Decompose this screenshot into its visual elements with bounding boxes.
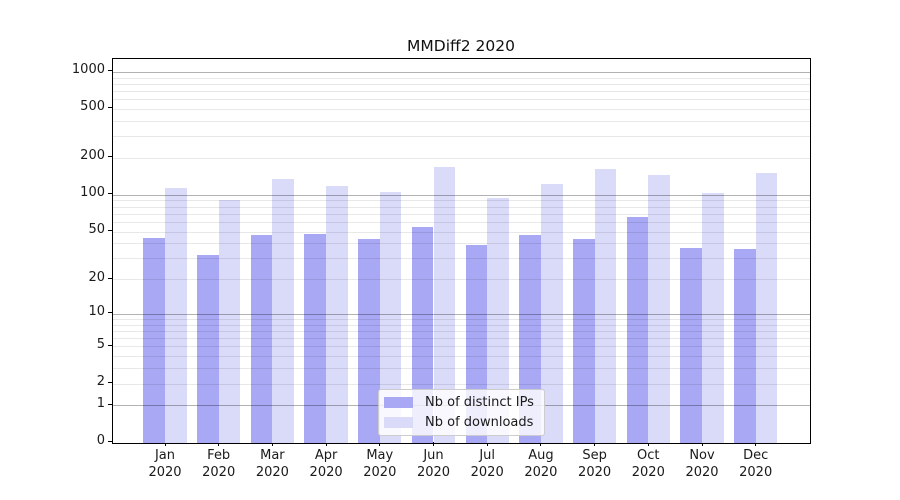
y-tick-mark — [108, 107, 112, 109]
x-tick-label: Jun 2020 — [416, 448, 451, 480]
x-tick-label: Jan 2020 — [148, 448, 182, 480]
x-tick-mark — [379, 442, 381, 446]
legend-item-downloads: Nb of downloads — [384, 413, 538, 431]
y-tick-mark — [108, 344, 112, 346]
bar-downloads-oct — [648, 174, 670, 443]
x-tick-label: Nov 2020 — [685, 448, 719, 480]
y-tick-label: 0 — [96, 433, 105, 448]
legend-label-downloads: Nb of downloads — [425, 414, 534, 430]
x-tick-label: Aug 2020 — [524, 448, 558, 480]
y-tick-label: 200 — [80, 148, 105, 164]
bar-downloads-jul — [487, 197, 509, 443]
x-tick-label: Jul 2020 — [470, 448, 504, 480]
y-tick-label: 5 — [96, 336, 105, 352]
x-tick-label: Oct 2020 — [631, 448, 665, 480]
x-tick-mark — [325, 442, 327, 446]
x-tick-mark — [647, 442, 649, 446]
y-tick-label: 1000 — [71, 62, 105, 78]
legend-swatch-downloads — [384, 416, 413, 428]
x-tick-mark — [164, 442, 166, 446]
y-tick-mark — [108, 277, 112, 279]
x-tick-mark — [271, 442, 273, 446]
bar-ips-feb — [197, 255, 219, 443]
bar-downloads-mar — [272, 179, 295, 443]
bar-downloads-jan — [165, 187, 187, 443]
y-tick-label: 10 — [88, 304, 105, 320]
y-tick-mark — [108, 441, 112, 442]
legend-swatch-distinct-ips — [384, 397, 413, 409]
bar-downloads-apr — [326, 185, 348, 443]
bar-ips-oct — [626, 217, 649, 443]
y-tick-mark — [108, 70, 112, 72]
bar-ips-apr — [304, 234, 327, 443]
x-tick-label: Sep 2020 — [578, 448, 612, 480]
x-tick-label: May 2020 — [363, 448, 397, 480]
x-tick-mark — [433, 442, 434, 446]
chart-title: MMDiff2 2020 — [407, 37, 515, 55]
bar-downloads-dec — [755, 172, 778, 443]
x-tick-label: Feb 2020 — [202, 448, 236, 480]
y-tick-label: 20 — [88, 269, 105, 285]
x-tick-mark — [218, 442, 220, 446]
bar-downloads-feb — [218, 200, 241, 443]
y-tick-mark — [108, 156, 112, 158]
y-tick-label: 2 — [96, 374, 105, 390]
y-tick-mark — [108, 193, 112, 195]
x-tick-mark — [755, 442, 757, 446]
x-tick-mark — [594, 442, 596, 446]
bars-layer — [113, 59, 810, 443]
y-tick-label: 1 — [96, 395, 105, 411]
bar-downloads-nov — [702, 192, 724, 443]
legend: Nb of distinct IPs Nb of downloads — [378, 389, 545, 436]
x-tick-label: Apr 2020 — [309, 448, 343, 480]
y-tick-label: 50 — [88, 222, 105, 238]
y-tick-mark — [108, 382, 112, 384]
x-tick-mark — [540, 442, 542, 446]
bar-ips-dec — [734, 249, 756, 443]
bar-ips-sep — [572, 238, 595, 443]
bar-ips-may — [358, 238, 380, 443]
bar-downloads-may — [379, 192, 402, 443]
x-tick-mark — [701, 442, 703, 446]
bar-ips-mar — [250, 235, 273, 443]
y-tick-mark — [108, 230, 112, 232]
bar-downloads-aug — [540, 183, 563, 443]
y-tick-mark — [108, 403, 112, 405]
bar-ips-nov — [680, 247, 702, 443]
x-tick-mark — [486, 442, 488, 446]
plot-area — [112, 58, 811, 444]
x-tick-label: Dec 2020 — [739, 448, 773, 480]
bar-ips-jan — [143, 237, 165, 443]
y-tick-label: 100 — [80, 185, 105, 201]
x-tick-label: Mar 2020 — [255, 448, 289, 480]
bar-downloads-sep — [594, 168, 617, 443]
bar-downloads-jun — [433, 166, 456, 443]
legend-label-distinct-ips: Nb of distinct IPs — [425, 395, 534, 411]
y-tick-label: 500 — [80, 99, 105, 115]
y-tick-mark — [108, 312, 112, 314]
legend-item-distinct-ips: Nb of distinct IPs — [384, 394, 538, 412]
